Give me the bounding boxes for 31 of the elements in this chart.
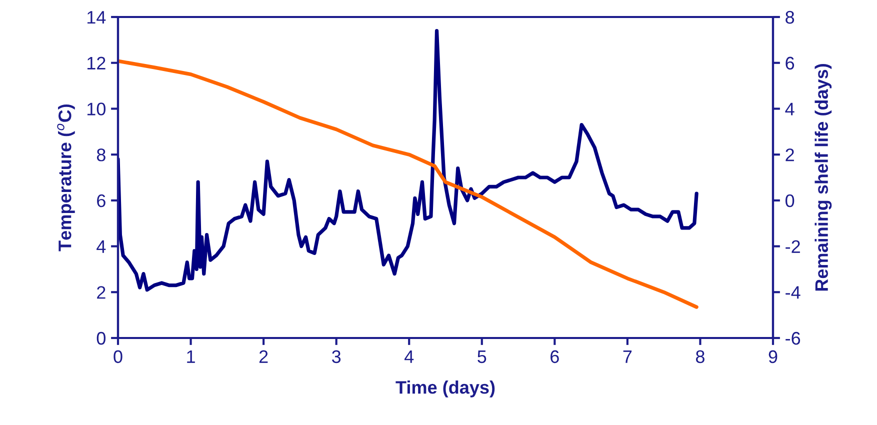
y-tick-label: 8 <box>96 148 106 162</box>
y-tick-label: 0 <box>96 332 106 345</box>
x-tick-label: 4 <box>404 350 414 363</box>
y2-tick-label: -4 <box>786 286 800 299</box>
y-tick-label: 6 <box>97 194 106 208</box>
x-tick-label: 3 <box>332 350 341 364</box>
y-tick-label: 10 <box>87 102 106 116</box>
line-series <box>118 59 698 309</box>
y-tick-label: 14 <box>87 11 106 24</box>
line-series <box>118 28 698 292</box>
y-tick-label: 12 <box>87 56 106 70</box>
y2-tick-label: 4 <box>785 102 794 116</box>
y-tick-label: 4 <box>96 240 106 253</box>
y2-tick-label: -6 <box>786 332 800 345</box>
y-axis-title: Temperature ($^{o}$C) <box>57 104 75 252</box>
y-tick-label: 2 <box>97 286 106 299</box>
y2-tick-label: 8 <box>786 10 794 24</box>
x-tick-label: 9 <box>768 350 778 364</box>
x-tick-label: 8 <box>696 350 704 364</box>
x-axis-title: Time (days) <box>396 380 495 398</box>
y2-tick-label: 6 <box>786 56 794 70</box>
y2-tick-label: 2 <box>786 148 794 162</box>
y2-tick-label: 0 <box>786 194 794 208</box>
y2-tick-label: -2 <box>786 240 800 253</box>
x-tick-label: 7 <box>623 350 632 363</box>
x-tick-label: 5 <box>478 350 486 364</box>
x-tick-label: 2 <box>259 350 268 363</box>
x-tick-label: 0 <box>114 350 122 364</box>
x-tick-label: 1 <box>187 350 195 363</box>
y2-axis-title: Remaining shelf life (days) <box>814 64 832 291</box>
x-tick-label: 6 <box>550 350 559 364</box>
